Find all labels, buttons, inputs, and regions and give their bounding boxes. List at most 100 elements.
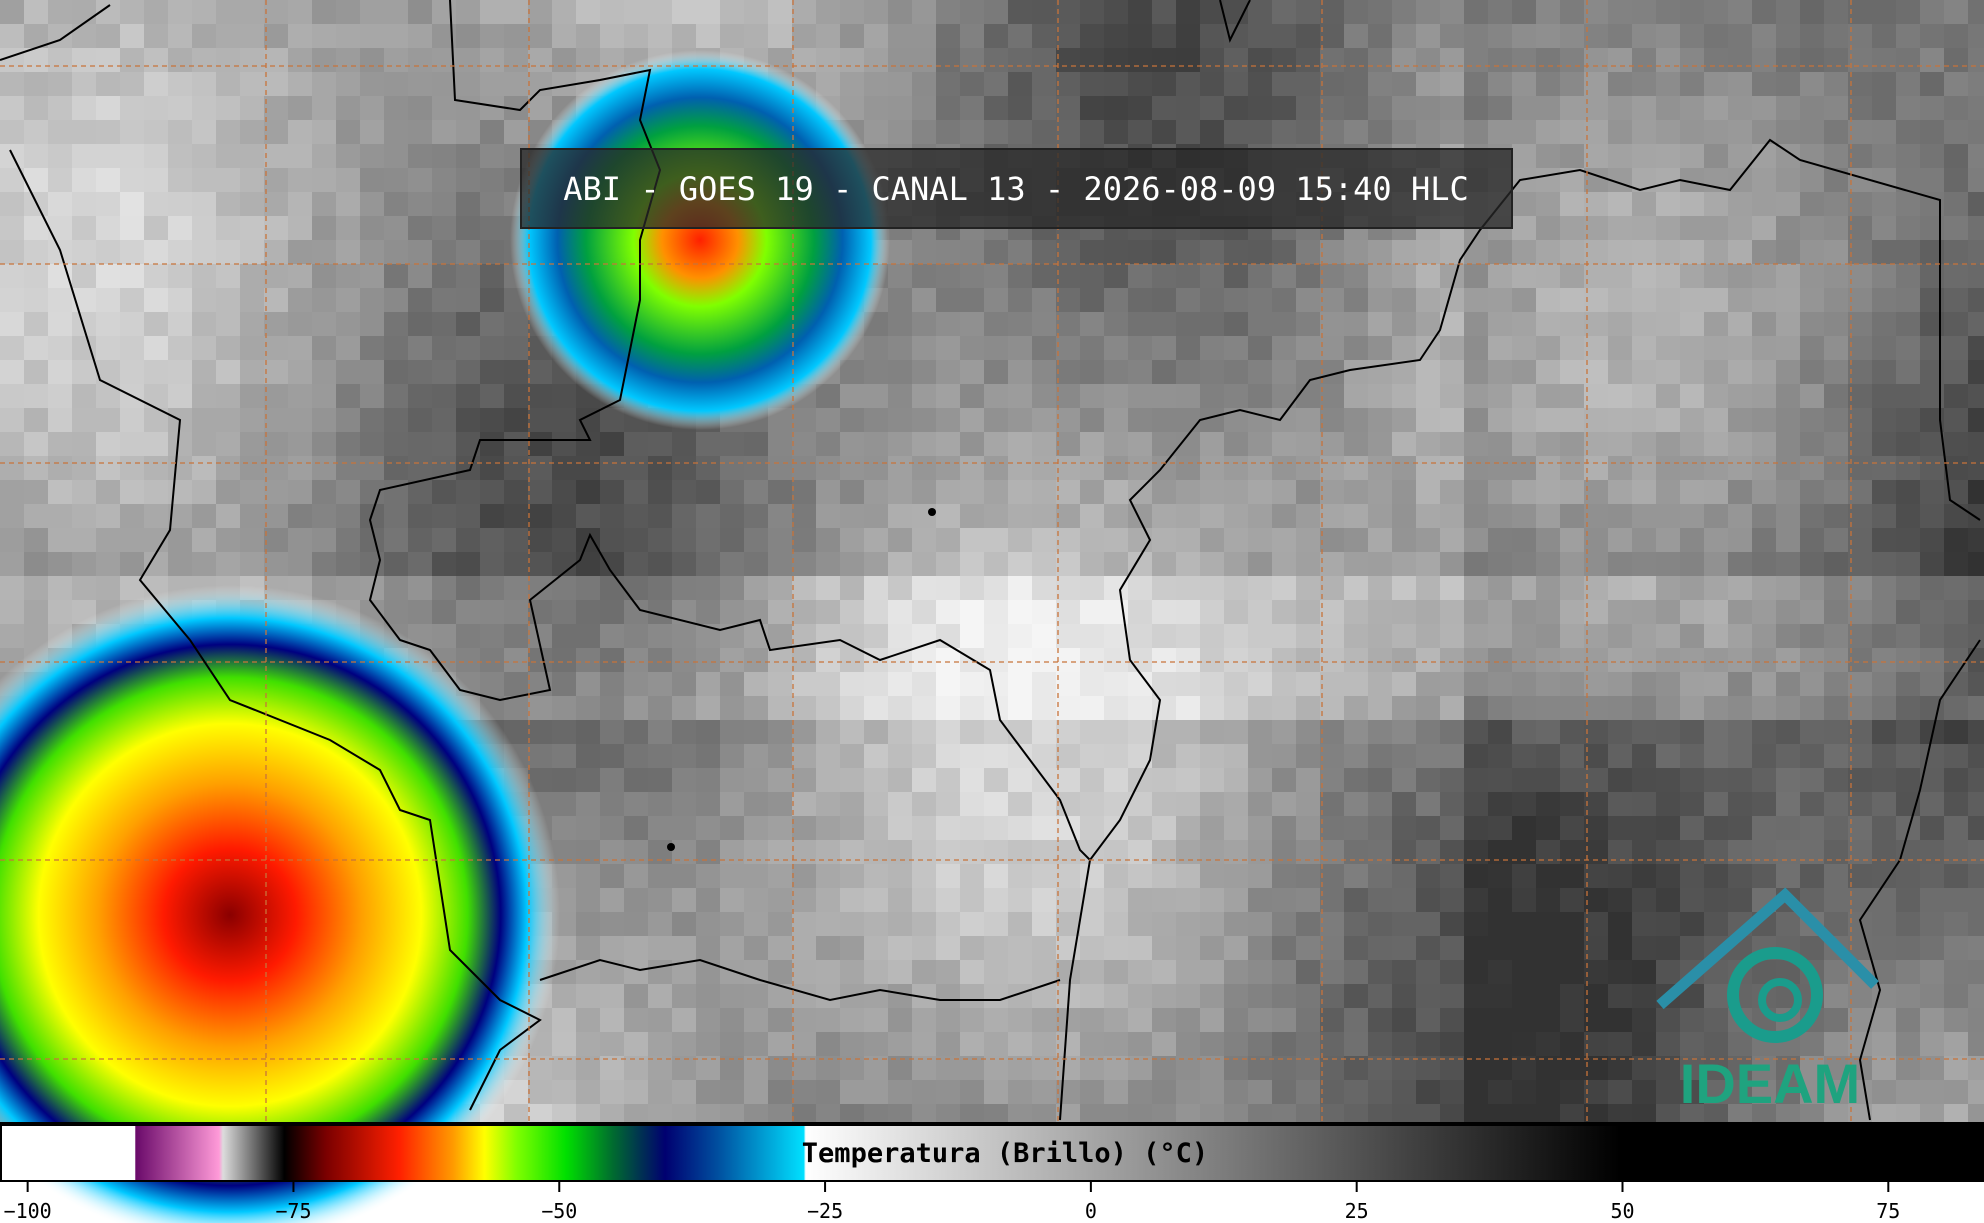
pixel — [720, 1008, 744, 1032]
pixel — [624, 648, 648, 672]
pixel — [384, 528, 408, 552]
pixel — [0, 288, 24, 312]
pixel — [1896, 672, 1920, 696]
pixel — [864, 816, 888, 840]
pixel — [768, 432, 792, 456]
pixel — [1704, 600, 1728, 624]
pixel — [1440, 48, 1464, 72]
pixel — [1200, 528, 1224, 552]
pixel — [1128, 312, 1152, 336]
pixel — [96, 264, 120, 288]
pixel — [1920, 840, 1944, 864]
pixel — [1968, 432, 1984, 456]
pixel — [1680, 192, 1704, 216]
pixel — [1512, 888, 1536, 912]
pixel — [1440, 576, 1464, 600]
pixel — [1824, 576, 1848, 600]
pixel — [1704, 48, 1728, 72]
pixel — [1704, 504, 1728, 528]
pixel — [1680, 600, 1704, 624]
pixel — [1056, 360, 1080, 384]
pixel — [792, 24, 816, 48]
pixel — [1872, 240, 1896, 264]
pixel — [1080, 984, 1104, 1008]
pixel — [1248, 1056, 1272, 1080]
pixel — [696, 528, 720, 552]
pixel — [1632, 648, 1656, 672]
pixel — [1776, 120, 1800, 144]
pixel — [1728, 312, 1752, 336]
pixel — [1152, 792, 1176, 816]
pixel — [0, 456, 24, 480]
pixel — [1152, 1032, 1176, 1056]
pixel — [1608, 504, 1632, 528]
pixel — [408, 504, 432, 528]
pixel — [312, 24, 336, 48]
pixel — [600, 576, 624, 600]
pixel — [1440, 264, 1464, 288]
pixel — [792, 1080, 816, 1104]
pixel — [1488, 24, 1512, 48]
pixel — [864, 1056, 888, 1080]
pixel — [528, 432, 552, 456]
pixel — [864, 744, 888, 768]
pixel — [456, 528, 480, 552]
pixel — [1704, 216, 1728, 240]
pixel — [1416, 96, 1440, 120]
pixel — [1104, 384, 1128, 408]
pixel — [336, 456, 360, 480]
pixel — [1656, 624, 1680, 648]
pixel — [1224, 576, 1248, 600]
pixel — [1392, 1056, 1416, 1080]
pixel — [480, 168, 504, 192]
pixel — [312, 240, 336, 264]
pixel — [1848, 48, 1872, 72]
pixel — [1776, 792, 1800, 816]
pixel — [1392, 120, 1416, 144]
pixel — [1488, 1032, 1512, 1056]
pixel — [576, 1032, 600, 1056]
pixel — [48, 432, 72, 456]
pixel — [576, 768, 600, 792]
pixel — [1584, 24, 1608, 48]
pixel — [1728, 480, 1752, 504]
pixel — [1728, 672, 1752, 696]
pixel — [1608, 1056, 1632, 1080]
pixel — [1800, 264, 1824, 288]
pixel — [408, 384, 432, 408]
pixel — [1032, 960, 1056, 984]
pixel — [1560, 192, 1584, 216]
pixel — [1344, 456, 1368, 480]
pixel — [1152, 552, 1176, 576]
pixel — [1248, 888, 1272, 912]
pixel — [336, 0, 360, 24]
pixel — [1416, 240, 1440, 264]
pixel — [744, 984, 768, 1008]
pixel — [648, 552, 672, 576]
pixel — [1104, 456, 1128, 480]
pixel — [888, 576, 912, 600]
pixel — [768, 672, 792, 696]
pixel — [1176, 264, 1200, 288]
pixel — [1032, 120, 1056, 144]
pixel — [96, 24, 120, 48]
pixel — [1440, 96, 1464, 120]
pixel — [312, 0, 336, 24]
pixel — [1920, 576, 1944, 600]
pixel — [1440, 24, 1464, 48]
pixel — [816, 1080, 840, 1104]
pixel — [624, 672, 648, 696]
pixel — [1104, 72, 1128, 96]
pixel — [192, 0, 216, 24]
pixel — [552, 816, 576, 840]
pixel — [1776, 696, 1800, 720]
pixel — [1032, 864, 1056, 888]
pixel — [1872, 936, 1896, 960]
pixel — [240, 552, 264, 576]
pixel — [1320, 888, 1344, 912]
pixel — [1560, 216, 1584, 240]
pixel — [264, 72, 288, 96]
pixel — [1560, 1056, 1584, 1080]
pixel — [912, 864, 936, 888]
pixel — [960, 24, 984, 48]
